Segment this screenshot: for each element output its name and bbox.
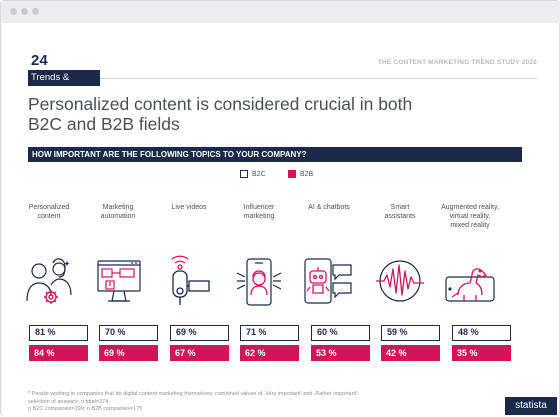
legend-b2b: B2B <box>288 169 313 179</box>
people-gear-icon <box>26 258 72 304</box>
topic-label-line: Augmented reality, <box>441 204 499 211</box>
topic-label-line: Personalized <box>28 204 70 211</box>
topic-label-line: Live videos <box>171 204 207 211</box>
video-camera-icon <box>171 255 210 305</box>
topic-label-line: AI & chatbots <box>308 204 350 211</box>
window-dot-icon[interactable] <box>32 8 39 15</box>
topic-label-line: virtual reality, <box>449 213 491 220</box>
footnote: * People working in companies that do di… <box>28 391 368 414</box>
b2b-value-bar: 35 % <box>452 345 511 361</box>
topic-label: Marketing automation <box>78 203 158 221</box>
soundwave-icon <box>376 260 424 302</box>
window-titlebar <box>1 1 560 23</box>
b2b-value-bar: 69 % <box>99 345 158 361</box>
b2c-value-bar: 60 % <box>311 325 370 341</box>
legend-b2c: B2C <box>240 169 266 179</box>
topic-label-line: mixed reality <box>450 222 490 229</box>
monitor-workflow-icon <box>97 260 141 302</box>
b2b-value-bar: 84 % <box>29 345 88 361</box>
report-page: 24 Trends & Opinions THE CONTENT MARKETI… <box>2 23 559 417</box>
headline-line: Personalized content is considered cruci… <box>28 94 413 114</box>
topic-label: Personalized content <box>9 203 89 221</box>
header-rule <box>100 78 537 79</box>
b2c-value-bar: 71 % <box>240 325 299 341</box>
page-number: 24 <box>31 52 48 69</box>
b2c-value-bar: 48 % <box>452 325 511 341</box>
topic-label: Smart assistants <box>360 203 440 221</box>
b2c-value-bar: 69 % <box>170 325 229 341</box>
study-title: THE CONTENT MARKETING TREND STUDY 2020 <box>377 59 537 66</box>
robot-chat-icon <box>304 258 352 304</box>
footnote-line: * People working in companies that do di… <box>28 391 359 405</box>
b2c-value-bar: 59 % <box>381 325 440 341</box>
b2b-value-bar: 62 % <box>240 345 299 361</box>
smartphone-influencer-icon <box>236 258 282 306</box>
legend-b2b-swatch <box>288 170 296 178</box>
topic-label-line: assistants <box>384 213 416 220</box>
statista-logo[interactable]: statista <box>505 397 557 415</box>
legend-b2c-label: B2C <box>252 170 266 178</box>
topic-label-line: Influencer <box>243 204 275 211</box>
question-banner: HOW IMPORTANT ARE THE FOLLOWING TOPICS T… <box>28 147 522 162</box>
legend-b2b-label: B2B <box>300 170 314 178</box>
topic-label-line: Smart <box>390 204 410 211</box>
footnote-line: n B2C companies=199; n B2B companies=175 <box>28 406 143 412</box>
topic-label-line: content <box>37 213 61 220</box>
topic-label: AI & chatbots <box>289 203 369 212</box>
topic-label-line: Marketing <box>102 204 134 211</box>
b2b-value-bar: 67 % <box>170 345 229 361</box>
window-dot-icon[interactable] <box>21 8 28 15</box>
topic-label: Augmented reality, virtual reality, mixe… <box>430 203 510 230</box>
topic-label: Influencer marketing <box>219 203 299 221</box>
legend-b2c-swatch <box>240 170 248 178</box>
page-headline: Personalized content is considered cruci… <box>28 94 448 134</box>
b2c-value-bar: 81 % <box>29 325 88 341</box>
section-tag: Trends & Opinions <box>28 70 100 99</box>
window-dot-icon[interactable] <box>10 8 17 15</box>
b2b-value-bar: 53 % <box>311 345 370 361</box>
b2c-value-bar: 70 % <box>99 325 158 341</box>
topic-label: Live videos <box>149 203 229 212</box>
headline-line: B2C and B2B fields <box>28 114 180 134</box>
b2b-value-bar: 42 % <box>381 345 440 361</box>
topic-label-line: automation <box>100 213 136 220</box>
tablet-dinosaur-icon <box>445 268 495 302</box>
topic-label-line: marketing <box>243 213 275 220</box>
